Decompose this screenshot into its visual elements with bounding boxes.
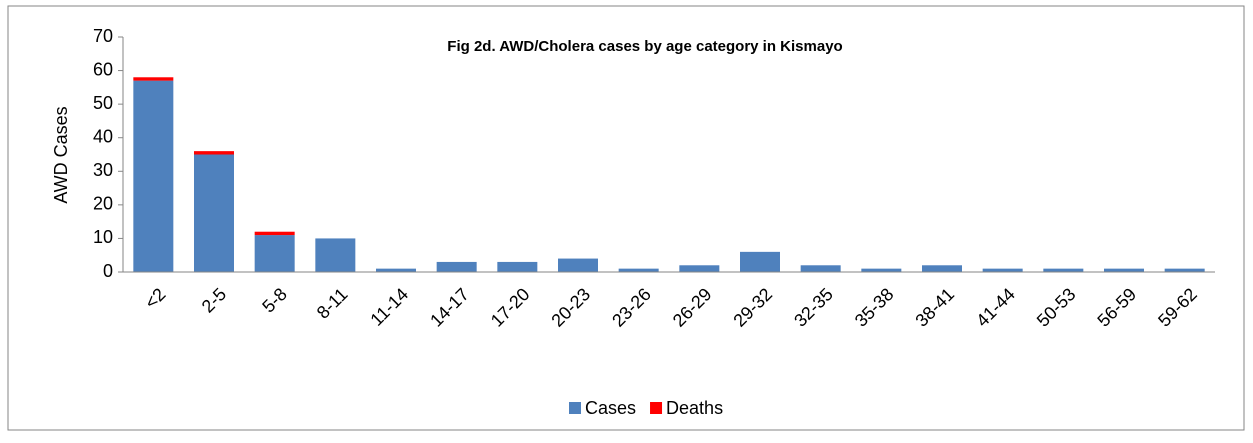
bar-segment — [740, 251, 780, 272]
y-tick-label: 50 — [93, 93, 113, 113]
bar-segment — [133, 80, 174, 273]
bar-segment — [254, 235, 295, 272]
bar-segment — [1164, 268, 1205, 272]
legend-label: Cases — [585, 398, 636, 418]
bar-segment — [800, 265, 841, 272]
bar-segment — [133, 77, 174, 81]
y-tick-label: 40 — [93, 126, 113, 146]
y-tick-label: 20 — [93, 194, 113, 214]
bar-segment — [497, 261, 538, 272]
bar-segment — [194, 154, 234, 272]
legend-label: Deaths — [666, 398, 723, 418]
chart-frame — [7, 5, 1245, 431]
y-axis-label: AWD Cases — [51, 106, 71, 203]
y-tick-label: 0 — [103, 261, 113, 281]
legend-swatch — [569, 402, 581, 414]
bar-segment — [1043, 268, 1084, 272]
bar-segment — [982, 268, 1023, 272]
bar-segment — [1104, 268, 1144, 272]
bar-segment — [861, 268, 902, 272]
bar-segment — [679, 265, 720, 272]
bar-segment — [922, 265, 962, 272]
bar-segment — [558, 258, 598, 272]
bar-segment — [254, 231, 295, 236]
bar-segment — [194, 151, 234, 155]
bar-segment — [376, 268, 416, 272]
legend-swatch — [650, 402, 663, 414]
y-tick-label: 60 — [93, 59, 113, 79]
bar-segment — [315, 238, 356, 272]
y-tick-label: 30 — [93, 160, 113, 180]
chart-title: Fig 2d. AWD/Cholera cases by age categor… — [447, 38, 842, 55]
bar-segment — [436, 261, 477, 272]
y-tick-label: 10 — [93, 227, 113, 247]
y-tick-label: 70 — [93, 26, 113, 46]
bar-segment — [618, 268, 659, 272]
